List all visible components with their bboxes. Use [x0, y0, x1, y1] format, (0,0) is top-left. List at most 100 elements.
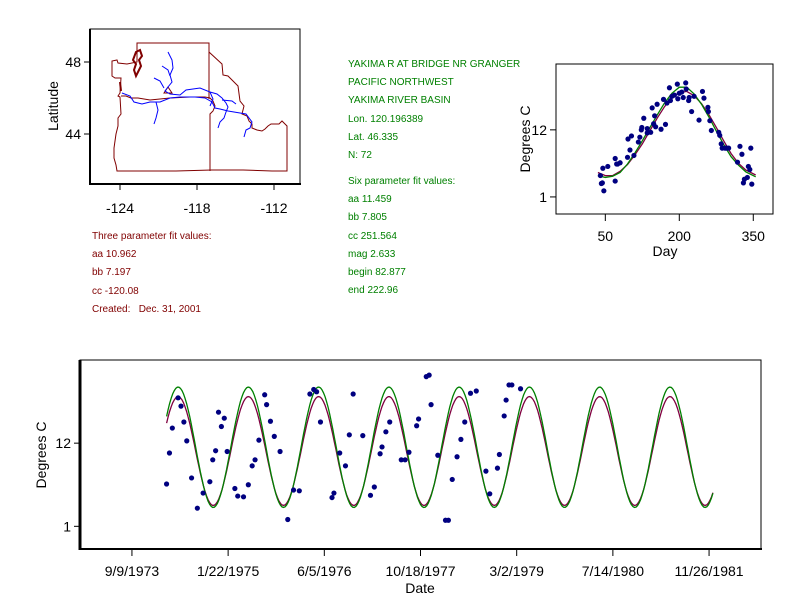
seasonal-xtick-label: 350	[742, 228, 766, 244]
seasonal-data-point	[652, 113, 658, 119]
timeseries-data-point	[175, 395, 181, 401]
station-name: YAKIMA R AT BRIDGE NR GRANGER	[348, 59, 521, 70]
three-param-bb: bb 7.197	[92, 267, 131, 279]
timeseries-data-point	[435, 452, 441, 458]
timeseries-data-point	[296, 488, 302, 494]
seasonal-data-point	[737, 143, 743, 149]
seasonal-data-point	[631, 152, 637, 159]
seasonal-xlabel: Day	[653, 243, 678, 259]
rivers	[121, 51, 253, 138]
seasonal-data-point	[675, 96, 681, 102]
timeseries-data-point	[449, 476, 455, 483]
yakima-tributary	[161, 65, 171, 77]
timeseries-data-point	[426, 372, 432, 378]
seasonal-data-point	[660, 96, 667, 102]
seasonal-ticks: 50 200 350 1 12	[531, 122, 765, 244]
oregon-washington-border	[121, 95, 216, 171]
six-param-begin: begin 82.877	[348, 267, 406, 279]
six-param-aa: aa 11.459	[348, 194, 392, 206]
timeseries-data-point	[445, 517, 451, 523]
seasonal-data-point	[701, 95, 707, 101]
timeseries-data-point	[398, 457, 404, 463]
seasonal-data-point	[635, 139, 641, 145]
seasonal-data-point	[680, 94, 686, 101]
seasonal-points	[597, 80, 755, 194]
timeseries-data-point	[383, 429, 389, 435]
washington-oregon-idaho-outline	[111, 42, 288, 172]
timeseries-data-point	[240, 494, 247, 500]
willamette-river	[153, 101, 159, 125]
timeseries-data-point	[501, 413, 507, 419]
yakima-tributary-2	[153, 77, 165, 89]
three-param-panel: Three parameter fit values: aa 10.962 bb…	[92, 228, 212, 319]
seasonal-data-point	[654, 101, 660, 107]
seasonal-data-point	[674, 81, 680, 87]
timeseries-data-point	[235, 493, 241, 499]
map-xtick-label: -124	[106, 200, 134, 216]
seasonal-data-point	[739, 151, 745, 157]
puget-sound	[131, 48, 144, 79]
seasonal-data-point	[708, 127, 714, 134]
seasonal-ytick-label: 1	[539, 189, 547, 205]
timeseries-data-point	[290, 487, 297, 493]
timeseries-ytick-label: 1	[63, 518, 71, 534]
timeseries-data-point	[509, 382, 515, 388]
seasonal-frame	[555, 63, 774, 215]
seasonal-data-point	[639, 124, 645, 131]
timeseries-data-point	[317, 419, 324, 425]
seasonal-data-point	[612, 155, 618, 162]
timeseries-data-point	[387, 419, 393, 425]
seasonal-data-point	[625, 136, 631, 142]
seasonal-data-point	[747, 166, 753, 173]
timeseries-data-point	[221, 415, 227, 421]
timeseries-data-point	[252, 457, 258, 463]
seasonal-data-point	[599, 180, 605, 186]
timeseries-data-point	[267, 418, 274, 424]
seasonal-data-point	[666, 85, 673, 91]
timeseries-data-point	[331, 490, 337, 496]
seasonal-ylabel: Degrees C	[517, 106, 533, 173]
seasonal-data-point	[686, 94, 692, 101]
timeseries-data-point	[232, 485, 238, 492]
seasonal-data-point	[705, 108, 711, 115]
map-ylabel: Latitude	[45, 81, 61, 131]
timeseries-data-point	[483, 468, 489, 474]
seasonal-data-point	[637, 134, 643, 140]
six-param-end: end 222.96	[348, 285, 399, 297]
timeseries-points	[163, 372, 524, 523]
timeseries-xtick-label: 6/5/1976	[297, 563, 352, 579]
three-param-cc: cc -120.08	[92, 285, 139, 297]
clearwater-river	[221, 99, 237, 105]
seasonal-data-point	[705, 104, 711, 110]
seasonal-data-point	[726, 145, 732, 151]
sample-count: N: 72	[348, 150, 372, 162]
seasonal-data-point	[612, 178, 618, 184]
map-ytick-label: 48	[65, 54, 81, 70]
seasonal-data-point	[696, 117, 702, 123]
timeseries-data-point	[218, 423, 224, 430]
timeseries-data-point	[224, 448, 230, 455]
three-param-aa: aa 10.962	[92, 249, 137, 261]
timeseries-data-point	[496, 451, 502, 458]
seasonal-data-point	[683, 86, 689, 92]
timeseries-data-point	[462, 419, 468, 425]
seasonal-data-point	[671, 92, 677, 98]
timeseries-fit-lines	[165, 386, 714, 509]
seasonal-data-point	[600, 165, 606, 171]
seasonal-data-point	[667, 97, 674, 104]
timeseries-data-point	[337, 450, 343, 456]
timeseries-data-point	[406, 449, 412, 455]
timeseries-data-point	[346, 432, 352, 438]
seasonal-data-point	[718, 141, 724, 147]
seasonal-data-point	[699, 88, 706, 95]
timeseries-data-point	[166, 450, 173, 456]
coast-inlet	[119, 81, 122, 92]
longitude: Lon. 120.196389	[348, 113, 424, 125]
seasonal-data-point	[653, 124, 659, 130]
state-boundaries	[111, 42, 288, 172]
timeseries-xtick-label: 3/2/1979	[489, 563, 544, 579]
timeseries-data-point	[194, 505, 200, 511]
map-ytick-label: 44	[65, 126, 81, 142]
seasonal-data-point	[597, 172, 603, 179]
six-param-cc: cc 251.564	[348, 230, 397, 242]
